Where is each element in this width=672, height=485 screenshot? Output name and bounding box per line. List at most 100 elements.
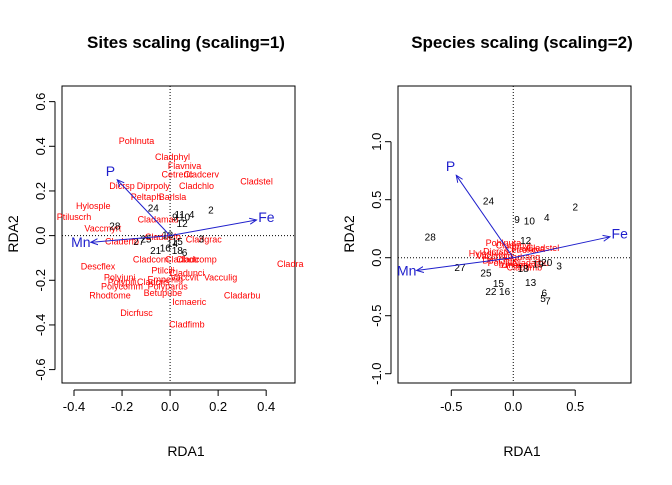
y-tick-label: -0.2 (33, 269, 48, 291)
y-tick-label: 1.0 (369, 133, 384, 151)
site-label: 9 (514, 215, 520, 226)
species-label: Descflex (81, 261, 116, 271)
env-arrow (456, 175, 514, 258)
site-label: 10 (179, 212, 191, 223)
species-label: Cladgrac (186, 234, 223, 244)
species-label: Cladphyl (155, 152, 190, 162)
x-tick-label: 0.5 (566, 399, 584, 414)
x-tick-label: -0.2 (111, 399, 133, 414)
species-label: Diprpoly (137, 181, 171, 191)
panel-title: Species scaling (scaling=2) (411, 33, 633, 52)
site-label: 19 (532, 259, 544, 270)
species-label: Cladamau (138, 214, 179, 224)
site-label: 14 (167, 239, 179, 250)
sites-scaling-panel: Sites scaling (scaling=1) -0.4 -0.2 0.0 0.2… (5, 33, 303, 459)
species-label: Icmaeric (499, 260, 534, 270)
y-tick-label: -0.5 (369, 305, 384, 327)
y-tick-label: 0.5 (369, 191, 384, 209)
species-label: Cetreric (162, 170, 194, 180)
site-label: 20 (541, 258, 553, 269)
species-label: Dicrfusc (120, 308, 153, 318)
site-label: 5 (540, 294, 546, 305)
species-label: Flavniva (511, 244, 545, 254)
site-label: 6 (182, 248, 188, 259)
x-tick-label: 0.0 (161, 399, 179, 414)
site-label: 11 (175, 210, 186, 221)
species-label: Flavniva (168, 161, 202, 171)
site-label: 4 (544, 213, 550, 224)
site-label: 28 (425, 233, 437, 244)
y-tick-label: 0.2 (33, 182, 48, 200)
site-label: 6 (541, 288, 547, 299)
site-label: 27 (133, 237, 145, 248)
species-label: Vacculig (204, 272, 237, 282)
site-label: 7 (545, 296, 551, 307)
species-label: Pohlnuta (119, 136, 155, 146)
env-arrow-label: P (446, 158, 455, 174)
y-tick-label: -0.4 (33, 314, 48, 336)
site-label: 15 (172, 237, 184, 248)
species-label: Barlsla (159, 192, 187, 202)
env-arrow-label: Fe (258, 209, 275, 225)
species-label: Claderfo (105, 237, 139, 247)
species-label: Rhodtome (89, 290, 131, 300)
species-label: Polyjuni (488, 258, 520, 268)
species-label: Empenig (148, 275, 184, 285)
species-label: Cladchlo (179, 181, 214, 191)
y-tick-label: 0.6 (33, 93, 48, 111)
species-label: Polypili (108, 277, 137, 287)
env-arrow-label: P (106, 163, 115, 179)
species-label: Hylosple (469, 249, 504, 259)
env-arrow-label: Mn (397, 262, 416, 278)
species-label: Ptiluscrh (57, 212, 92, 222)
y-tick-label: -0.6 (33, 358, 48, 380)
y-axis-ticks: -1.0 -0.5 0.0 0.5 1.0 (369, 133, 392, 385)
plot-frame (61, 85, 296, 384)
species-label: Dicrsp (483, 246, 509, 256)
species-label: Polyparus (148, 281, 189, 291)
species-label: Cetreric (505, 245, 537, 255)
y-axis-label: RDA2 (341, 215, 357, 253)
x-tick-label: 0.4 (257, 399, 275, 414)
site-label: 18 (172, 246, 184, 257)
site-label: 15 (493, 279, 505, 290)
site-label: 16 (160, 244, 172, 255)
species-label: Cladcomp (176, 255, 217, 265)
site-label: 24 (148, 203, 160, 214)
site-label: 16 (499, 287, 511, 298)
site-label: 12 (177, 219, 189, 230)
env-arrow (417, 257, 514, 271)
species-label: Polycomm (101, 281, 143, 291)
x-axis-ticks: -0.5 0.0 0.5 (440, 389, 584, 414)
site-label: 3 (556, 262, 562, 273)
species-label: Cladcris (137, 277, 170, 287)
x-axis-ticks: -0.4 -0.2 0.0 0.2 0.4 (63, 389, 275, 414)
x-axis-label: RDA1 (503, 443, 541, 459)
env-arrows: P Fe Mn (71, 163, 275, 250)
x-axis-label: RDA1 (167, 443, 205, 459)
species-label: Cladfimb (507, 263, 543, 273)
site-label: 25 (141, 235, 153, 246)
species-label: Cladcorn (133, 255, 169, 265)
site-label: 10 (524, 216, 536, 227)
species-label: Vaccmyrt (84, 223, 121, 233)
env-arrow (170, 220, 256, 237)
x-tick-label: -0.5 (440, 399, 462, 414)
y-tick-label: 0.4 (33, 137, 48, 155)
panel-title: Sites scaling (scaling=1) (87, 33, 285, 52)
env-arrow (117, 180, 171, 236)
y-tick-label: 0.0 (369, 249, 384, 267)
site-label: 27 (454, 263, 466, 274)
species-label: Polyjuni (104, 272, 136, 282)
x-tick-label: -0.4 (63, 399, 85, 414)
site-label: 9 (172, 212, 178, 223)
env-arrow-label: Mn (71, 234, 90, 250)
species-label: Cladarbu (512, 258, 549, 268)
species-label: Cladfimb (169, 319, 205, 329)
site-label: 2 (208, 206, 214, 217)
species-label: Cladcerv (184, 170, 220, 180)
env-arrow (91, 235, 171, 243)
x-tick-label: 0.0 (504, 399, 522, 414)
